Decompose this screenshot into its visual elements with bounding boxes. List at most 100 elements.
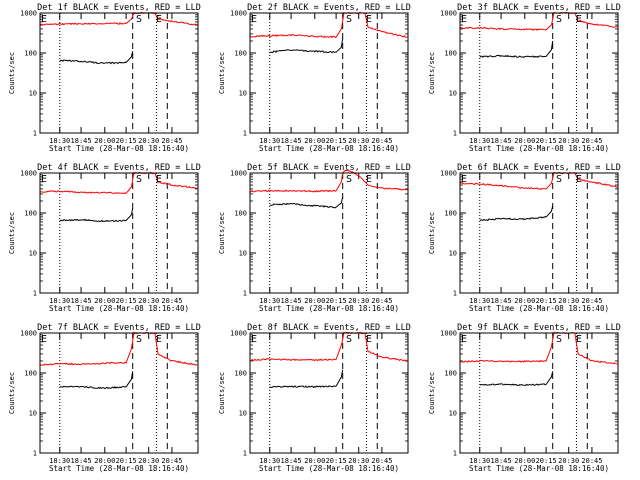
events-series-line bbox=[479, 205, 554, 222]
state-marker: S bbox=[556, 14, 562, 25]
events-series-line bbox=[59, 371, 134, 390]
x-tick-label: 18:45 bbox=[491, 457, 512, 465]
x-tick-label: 20:45 bbox=[161, 137, 182, 145]
y-tick-label: 100 bbox=[24, 210, 37, 218]
y-tick-label: 1000 bbox=[20, 10, 37, 18]
plot-frame bbox=[249, 172, 409, 294]
x-tick-label: 20:15 bbox=[326, 137, 347, 145]
y-tick-label: 1000 bbox=[230, 10, 247, 18]
x-axis-label: Start Time (28-Mar-08 18:16:40) bbox=[469, 144, 609, 153]
y-tick-label: 1 bbox=[453, 290, 457, 298]
y-tick-label: 1000 bbox=[20, 330, 37, 338]
y-axis-label: Counts/sec bbox=[218, 212, 226, 254]
y-tick-label: 100 bbox=[444, 370, 457, 378]
state-marker: E bbox=[461, 174, 467, 185]
lld-series-line bbox=[39, 171, 198, 195]
chart-title: Det 2f BLACK = Events, RED = LLD bbox=[247, 3, 411, 13]
state-marker: E bbox=[366, 14, 372, 25]
lld-series-line bbox=[250, 169, 408, 193]
y-tick-label: 100 bbox=[234, 50, 247, 58]
state-marker: S bbox=[136, 174, 142, 185]
x-tick-label: 20:15 bbox=[116, 137, 137, 145]
lld-series-line bbox=[39, 11, 198, 26]
state-marker: E bbox=[576, 14, 582, 25]
y-tick-label: 10 bbox=[29, 90, 37, 98]
x-tick-label: 18:30 bbox=[49, 137, 70, 145]
y-tick-label: 10 bbox=[449, 250, 457, 258]
x-tick-label: 20:30 bbox=[558, 457, 579, 465]
y-tick-label: 100 bbox=[234, 370, 247, 378]
state-marker: S bbox=[346, 14, 352, 25]
chart-panel: Det 7f BLACK = Events, RED = LLD Counts/s… bbox=[8, 323, 201, 473]
y-tick-label: 100 bbox=[444, 210, 457, 218]
y-tick-label: 100 bbox=[24, 50, 37, 58]
x-tick-label: 20:45 bbox=[161, 297, 182, 305]
lld-series-line bbox=[459, 171, 618, 191]
chart-title: Det 3f BLACK = Events, RED = LLD bbox=[457, 3, 621, 13]
lld-series-line bbox=[249, 11, 408, 39]
chart-panel: Det 3f BLACK = Events, RED = LLD Counts/s… bbox=[428, 3, 621, 153]
y-tick-label: 1 bbox=[453, 450, 457, 458]
y-tick-label: 10 bbox=[239, 410, 247, 418]
x-tick-label: 18:30 bbox=[259, 137, 280, 145]
x-tick-label: 20:30 bbox=[348, 457, 369, 465]
lld-series-line bbox=[249, 331, 408, 362]
y-tick-label: 10 bbox=[29, 410, 37, 418]
state-marker: S bbox=[136, 334, 142, 345]
events-series-line bbox=[479, 40, 554, 59]
state-marker: E bbox=[366, 174, 372, 185]
x-tick-label: 18:45 bbox=[281, 457, 302, 465]
y-tick-label: 1 bbox=[33, 450, 37, 458]
x-tick-label: 18:45 bbox=[281, 137, 302, 145]
state-marker: E bbox=[41, 334, 47, 345]
chart-title: Det 9f BLACK = Events, RED = LLD bbox=[457, 323, 621, 333]
y-tick-label: 100 bbox=[444, 50, 457, 58]
x-tick-label: 20:45 bbox=[371, 297, 392, 305]
events-series-line bbox=[269, 196, 344, 209]
x-axis-label: Start Time (28-Mar-08 18:16:40) bbox=[49, 304, 189, 313]
x-tick-label: 20:00 bbox=[94, 457, 115, 465]
lld-series-line bbox=[39, 331, 198, 366]
x-tick-label: 20:00 bbox=[94, 297, 115, 305]
state-marker: E bbox=[461, 14, 467, 25]
x-tick-label: 20:30 bbox=[138, 457, 159, 465]
x-tick-label: 20:00 bbox=[514, 457, 535, 465]
x-tick-label: 20:45 bbox=[161, 457, 182, 465]
state-marker: E bbox=[41, 14, 47, 25]
state-marker: E bbox=[156, 14, 162, 25]
x-tick-label: 18:45 bbox=[71, 297, 92, 305]
y-tick-label: 1 bbox=[243, 130, 247, 138]
x-tick-label: 20:45 bbox=[581, 457, 602, 465]
x-tick-label: 20:00 bbox=[304, 297, 325, 305]
x-axis-label: Start Time (28-Mar-08 18:16:40) bbox=[259, 304, 399, 313]
plot-frame bbox=[249, 332, 409, 454]
chart-title: Det 7f BLACK = Events, RED = LLD bbox=[37, 323, 201, 333]
y-axis-label: Counts/sec bbox=[428, 52, 436, 94]
x-tick-label: 20:15 bbox=[116, 297, 137, 305]
x-tick-label: 20:15 bbox=[536, 137, 557, 145]
chart-title: Det 4f BLACK = Events, RED = LLD bbox=[37, 163, 201, 173]
chart-panel: Det 5f BLACK = Events, RED = LLD Counts/s… bbox=[218, 163, 411, 313]
x-tick-label: 20:00 bbox=[304, 137, 325, 145]
x-tick-label: 18:30 bbox=[469, 297, 490, 305]
x-axis-label: Start Time (28-Mar-08 18:16:40) bbox=[49, 144, 189, 153]
y-tick-label: 10 bbox=[449, 410, 457, 418]
y-axis-label: Counts/sec bbox=[428, 372, 436, 414]
y-axis-label: Counts/sec bbox=[8, 372, 16, 414]
state-marker: E bbox=[461, 334, 467, 345]
state-marker: E bbox=[576, 174, 582, 185]
chart-panel: Det 2f BLACK = Events, RED = LLD Counts/s… bbox=[218, 3, 411, 153]
y-tick-label: 1 bbox=[243, 290, 247, 298]
plot-frame bbox=[459, 172, 619, 294]
state-marker: E bbox=[156, 334, 162, 345]
x-tick-label: 18:45 bbox=[71, 137, 92, 145]
x-tick-label: 20:15 bbox=[326, 457, 347, 465]
events-series-line bbox=[59, 208, 134, 223]
state-marker: E bbox=[366, 334, 372, 345]
events-series-line bbox=[269, 38, 344, 54]
y-tick-label: 1 bbox=[243, 450, 247, 458]
x-tick-label: 20:15 bbox=[116, 457, 137, 465]
y-tick-label: 1 bbox=[33, 130, 37, 138]
y-tick-label: 1000 bbox=[440, 170, 457, 178]
